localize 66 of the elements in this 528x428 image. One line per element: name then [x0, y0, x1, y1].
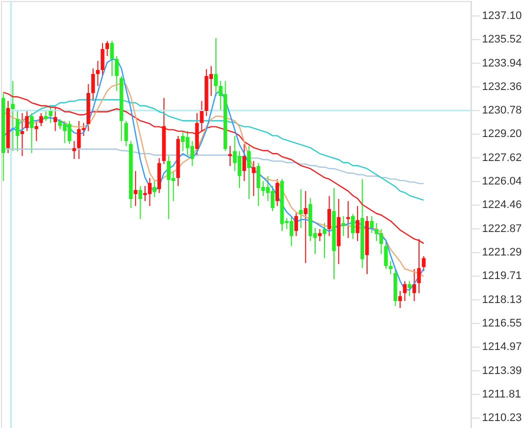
y-tick-label: 1230.78: [482, 104, 522, 117]
candlestick: [275, 178, 280, 207]
y-tick-label: 1218.13: [482, 294, 522, 306]
candlestick: [34, 120, 38, 142]
candlestick: [342, 216, 346, 237]
candlestick: [346, 200, 350, 239]
y-tick-label: 1227.62: [482, 152, 522, 164]
candlestick: [412, 268, 416, 302]
candlestick: [110, 40, 114, 76]
candlestick: [25, 110, 29, 132]
candlestick: [91, 68, 95, 102]
candlestick: [417, 238, 421, 294]
candlestick: [44, 110, 48, 122]
y-tick-label: 1210.23: [482, 412, 522, 424]
candlestick: [53, 108, 58, 132]
candlestick: [304, 190, 308, 264]
y-tick-label: 1232.36: [482, 80, 522, 93]
candlestick: [398, 290, 402, 309]
y-tick-label: 1216.55: [482, 317, 522, 330]
candlestick: [214, 37, 218, 97]
candlestick: [327, 195, 332, 237]
y-tick-label: 1221.29: [482, 246, 522, 259]
candlestick: [138, 185, 142, 220]
y-tick-label: 1224.46: [482, 199, 522, 212]
candlestick: [322, 222, 326, 259]
y-tick-label: 1222.87: [482, 222, 522, 235]
candlestick: [242, 144, 246, 182]
candlestick: [134, 170, 138, 207]
candlestick: [16, 110, 20, 152]
candlestick: [48, 108, 52, 124]
candlestick: [96, 60, 100, 86]
candlestick: [247, 146, 251, 200]
candlestick: [114, 56, 119, 92]
candlestick: [124, 120, 128, 147]
candlestick: [299, 188, 303, 229]
candlestick: [294, 212, 298, 237]
candlestick: [402, 280, 407, 302]
line-series: [2, 92, 424, 244]
candlestick: [422, 256, 426, 272]
y-tick-label: 1226.04: [482, 175, 522, 188]
y-tick-label: 1214.97: [482, 341, 522, 354]
y-tick-label: 1237.10: [482, 10, 522, 22]
y-tick-label: 1235.52: [482, 34, 522, 46]
candlestick: [384, 240, 388, 270]
candlestick: [408, 280, 412, 297]
candlestick: [252, 160, 256, 196]
y-tick-label: 1219.71: [482, 270, 522, 282]
candlestick: [10, 80, 15, 152]
candlestick: [105, 40, 110, 57]
candlestick: [350, 214, 355, 240]
candlestick: [39, 112, 43, 127]
candlestick: [152, 180, 156, 198]
candlestick: [20, 112, 24, 157]
candlestick: [228, 146, 232, 167]
y-tick-label: 1213.39: [482, 364, 522, 377]
candlestick: [370, 216, 374, 234]
candlestick: [318, 228, 322, 242]
y-tick-label: 1211.81: [482, 388, 521, 400]
candlestick: [356, 206, 360, 242]
candlestick: [30, 112, 34, 154]
candlestick: [200, 100, 204, 132]
y-tick-label: 1233.94: [482, 57, 522, 70]
candlestick: [388, 260, 392, 275]
candlestick: [72, 140, 76, 160]
candlestick: [100, 42, 104, 76]
y-tick-label: 1229.20: [482, 128, 522, 140]
